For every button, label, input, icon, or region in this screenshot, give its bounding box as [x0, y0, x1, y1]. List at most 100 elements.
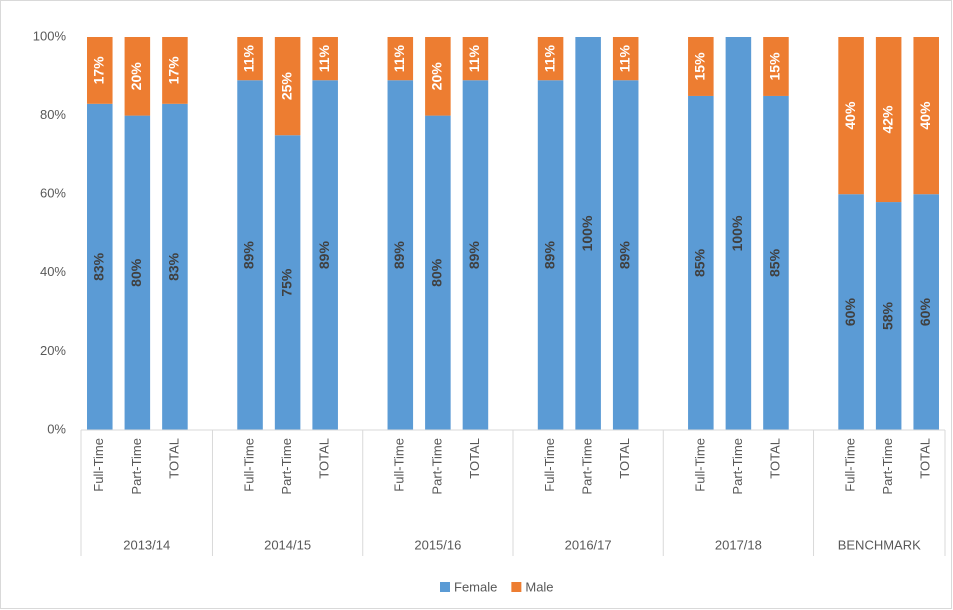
value-label: 58% [879, 301, 895, 330]
bar-segment [462, 37, 489, 81]
value-label: 40% [917, 101, 933, 130]
group-label: 2015/16 [414, 537, 461, 552]
bar-segment [274, 135, 301, 430]
x-tick-label: TOTAL [317, 438, 332, 479]
group-label: 2013/14 [123, 537, 170, 552]
bar-segment [87, 103, 113, 430]
bar-segment [425, 37, 451, 116]
bar-segment [162, 37, 188, 104]
group-label: 2017/18 [715, 537, 762, 552]
bar-segment [237, 80, 263, 430]
x-tick-label: Part-Time [129, 438, 144, 495]
value-label: 25% [278, 72, 294, 101]
value-label: 11% [541, 44, 557, 72]
x-tick-label: Full-Time [91, 438, 106, 492]
bar-segment [913, 37, 939, 195]
x-tick-label: TOTAL [166, 438, 181, 479]
x-tick-label: Full-Time [241, 438, 256, 492]
value-label: 11% [616, 44, 632, 72]
value-label: 89% [241, 241, 257, 270]
bar-segment [124, 115, 151, 430]
value-label: 11% [391, 44, 407, 72]
value-label: 11% [466, 44, 482, 72]
value-label: 89% [616, 241, 632, 270]
bar-segment [688, 95, 714, 430]
bar-segment [763, 95, 789, 430]
bar-segment [575, 37, 601, 430]
value-label: 11% [241, 44, 257, 72]
value-label: 89% [391, 241, 407, 270]
bar-segment [688, 37, 714, 96]
bar-segment [312, 80, 338, 430]
x-tick-label: TOTAL [617, 438, 632, 479]
bar-segment [162, 103, 188, 430]
y-tick-label: 80% [40, 107, 66, 122]
bar-segment [462, 80, 489, 430]
legend-label: Male [525, 579, 553, 594]
value-label: 89% [541, 241, 557, 270]
value-label: 20% [429, 62, 445, 91]
y-tick-label: 40% [40, 264, 66, 279]
group-label: 2016/17 [565, 537, 612, 552]
bar-segment [763, 37, 789, 96]
bar-segment [913, 194, 939, 430]
value-label: 83% [90, 252, 106, 281]
bar-segment [612, 80, 639, 430]
value-label: 17% [90, 56, 106, 85]
x-tick-label: Full-Time [392, 438, 407, 492]
legend-swatch [511, 582, 522, 592]
value-label: 89% [316, 241, 332, 270]
value-label: 100% [579, 215, 595, 251]
value-label: 40% [842, 101, 858, 130]
y-tick-label: 20% [40, 343, 66, 358]
x-tick-label: Part-Time [580, 438, 595, 495]
value-label: 15% [767, 52, 783, 81]
bar-segment [124, 37, 151, 116]
value-label: 20% [128, 62, 144, 91]
value-label: 83% [166, 252, 182, 281]
bar-segment [537, 80, 564, 430]
legend-label: Female [454, 579, 497, 594]
value-label: 80% [128, 258, 144, 287]
legend-swatch [440, 582, 450, 592]
value-label: 75% [278, 268, 294, 297]
x-tick-label: Part-Time [880, 438, 895, 495]
value-label: 85% [692, 248, 708, 277]
bar-segment [425, 115, 451, 430]
group-label: 2014/15 [264, 537, 311, 552]
value-label: 60% [842, 298, 858, 327]
value-label: 11% [316, 44, 332, 72]
value-label: 42% [879, 105, 895, 134]
value-label: 60% [917, 298, 933, 327]
bar-segment [387, 80, 414, 430]
x-tick-label: TOTAL [467, 438, 482, 479]
group-label: BENCHMARK [838, 537, 921, 552]
bar-segment [87, 37, 113, 104]
value-label: 100% [729, 215, 745, 251]
x-tick-label: Full-Time [692, 438, 707, 492]
x-tick-label: Full-Time [542, 438, 557, 492]
value-label: 17% [166, 56, 182, 85]
value-label: 80% [429, 258, 445, 287]
x-tick-label: Part-Time [730, 438, 745, 495]
bar-segment [274, 37, 301, 136]
bar-segment [612, 37, 639, 81]
bar-segment [875, 202, 902, 430]
bar-segment [838, 37, 864, 195]
bar-segment [237, 37, 263, 81]
x-tick-label: TOTAL [767, 438, 782, 479]
x-tick-label: Part-Time [429, 438, 444, 495]
y-tick-label: 60% [40, 186, 66, 201]
x-tick-label: Part-Time [279, 438, 294, 495]
x-tick-label: TOTAL [918, 438, 933, 479]
value-label: 85% [767, 248, 783, 277]
bar-segment [312, 37, 338, 81]
bar-segment [537, 37, 564, 81]
bar-segment [875, 37, 902, 203]
bar-segment [838, 194, 864, 430]
value-label: 89% [466, 241, 482, 270]
bar-segment [725, 37, 752, 430]
y-tick-label: 0% [47, 421, 66, 436]
